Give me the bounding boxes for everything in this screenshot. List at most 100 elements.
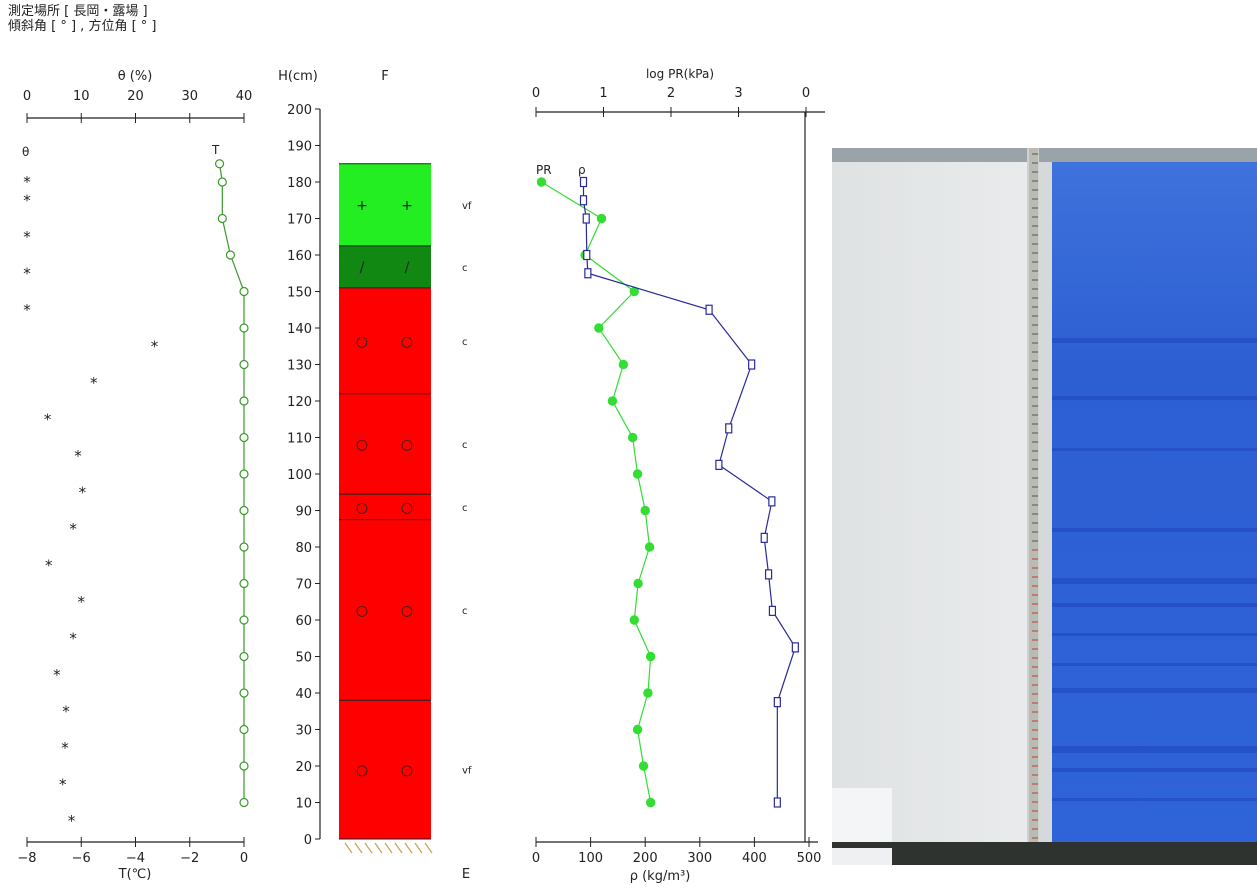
grain-size-label: vf [462,766,472,777]
theta-point: * [23,191,31,209]
height-tick-label: 10 [295,797,312,812]
height-tick-label: 40 [295,687,312,702]
theta-point: * [69,520,77,538]
theta-point: * [62,702,70,720]
grain-shape-symbol: ○ [401,437,413,453]
pr-point [629,615,639,625]
pr-point [632,724,643,735]
theta-point: * [53,666,61,684]
snow-layer [339,700,431,839]
pr-point [632,469,643,479]
theta-point: * [23,173,31,191]
density-point [725,423,733,434]
temperature-point [239,724,249,735]
temperature-series-label: T [211,143,220,157]
density-point [705,304,713,315]
snow-layer [339,393,431,495]
grain-shape-symbol: ○ [356,334,368,350]
temperature-point [239,396,249,406]
density-series-label: ρ [578,163,586,177]
pr-point [645,651,656,662]
snow-layer [339,163,431,246]
height-tick-label: 110 [287,432,312,447]
pr-tick-label: 2 [667,86,675,101]
pr-point [594,323,604,333]
theta-point: * [61,739,69,757]
pr-point [644,542,655,552]
temperature-point [239,432,249,443]
height-tick-label: 0 [304,833,312,848]
measurement-site-label: 測定場所 [ 長岡・露場 ] [8,4,148,19]
ground-hatch [344,842,353,854]
density-point [582,213,590,224]
density-point [579,195,588,206]
theta-point: * [59,775,67,793]
pr-point [645,797,656,808]
theta-point: * [23,301,31,319]
pr-point [638,761,649,771]
temperature-line [218,163,245,803]
density-point [583,249,591,261]
temperature-point [239,323,249,333]
pr-tick-label: 1 [599,86,607,101]
density-tick-label: 0 [532,851,540,866]
density-point [764,569,773,580]
temperature-point [225,250,236,260]
grain-shape-symbol: ○ [401,334,413,350]
grain-shape-symbol: ○ [401,763,413,779]
theta-point: * [45,556,53,574]
temperature-point [217,177,227,187]
temperature-point [214,159,225,169]
density-tick-label: 400 [742,851,767,866]
density-point [791,642,799,653]
pr-line [541,181,652,803]
temperature-tick-label: −2 [180,851,199,866]
theta-series-label: θ [22,145,29,159]
temperature-point [239,578,249,589]
temperature-point [239,469,249,479]
density-point [579,176,588,188]
grain-size-label: c [462,503,468,514]
grain-shape-symbol: / [360,260,365,276]
temperature-tick-label: −4 [126,851,145,866]
density-tick-label: 500 [797,851,822,866]
ground-hatch [364,842,373,854]
grain-size-label: c [462,263,468,274]
density-tick-label: 300 [687,851,712,866]
ground-label: E [462,867,470,882]
temperature-tick-label: −8 [17,851,36,866]
height-tick-label: 70 [295,578,312,593]
theta-tick-label: 0 [23,89,31,104]
grain-shape-symbol: ○ [356,763,368,779]
pr-axis-label: log PR(kPa) [646,67,714,81]
grain-shape-symbol: / [405,260,410,276]
height-tick-label: 30 [295,724,312,739]
snow-layer [339,494,431,520]
density-tick-label: 100 [578,851,603,866]
pr-series-label: PR [536,163,552,177]
density-point [760,532,768,543]
snow-layer-panel: H(cm) 0 10 20 30 40 50 60 70 80 90 100 110 120 130 140 1… [278,69,472,882]
chart-header: 測定場所 [ 長岡・露場 ] 傾斜角 [ ° ] , 方位角 [ ° ] [8,4,156,34]
height-tick-label: 200 [287,103,312,118]
snow-profile-photo [832,148,1257,865]
height-tick-label: 50 [295,651,312,666]
grain-shape-symbol: ○ [401,500,413,516]
theta-tick-label: 30 [181,89,198,104]
ground-hatch [414,842,423,854]
temperature-axis-label: T(℃) [118,867,152,882]
grain-shape-symbol: ○ [356,437,368,453]
temperature-point [239,542,249,552]
snow-layer [339,519,431,701]
grain-shape-symbol: ○ [356,603,368,619]
temperature-point [239,286,249,297]
density-point [773,697,781,708]
theta-point: * [74,447,82,465]
grain-shape-symbol: + [356,198,368,214]
temperature-tick-label: −6 [72,851,91,866]
height-tick-label: 150 [287,286,312,301]
snow-layer [339,287,431,394]
pr-point [607,396,618,406]
pr-tick-label: 0 [532,86,540,101]
density-point [773,797,781,808]
